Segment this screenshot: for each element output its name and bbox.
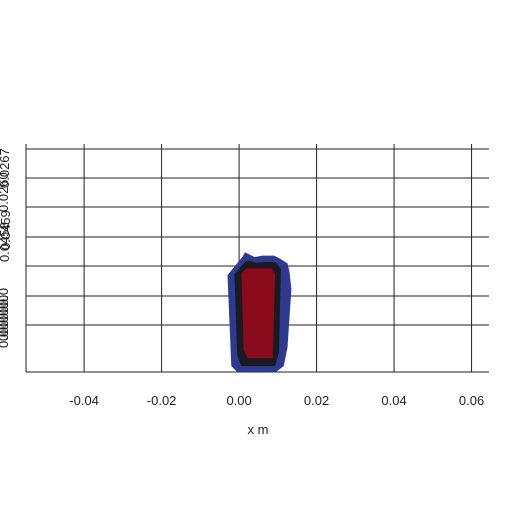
contour-region-inner: [241, 268, 276, 359]
y-tick-label: 0.0459: [0, 210, 13, 250]
y-tick-label: 0.0: [0, 323, 11, 341]
contour-regions: [227, 252, 292, 372]
y-tick-label: 0.0: [0, 316, 11, 334]
y-tick-label: 0.0458: [0, 222, 12, 262]
y-tick-labels: 0.00.00.00.00.00.00.00.04580.04590.02600…: [0, 148, 13, 348]
x-tick-label: -0.04: [69, 393, 99, 408]
y-tick-label: 0.0: [0, 330, 11, 348]
x-tick-labels: -0.04 -0.02 0.00 0.02 0.04 0.06: [69, 393, 484, 408]
y-tick-label: 0.0: [0, 302, 11, 320]
x-tick-label: 0.04: [381, 393, 406, 408]
x-tick-label: 0.00: [226, 393, 251, 408]
x-axis-label: x m: [248, 422, 269, 437]
y-tick-label: 0.0: [0, 295, 11, 313]
y-tick-label: 0.0260: [0, 172, 11, 212]
x-tick-label: -0.02: [147, 393, 177, 408]
y-tick-label: 0.0: [0, 309, 11, 327]
x-tick-label: 0.06: [459, 393, 484, 408]
x-tick-label: 0.02: [304, 393, 329, 408]
y-tick-label: 0.0: [0, 288, 11, 306]
y-tick-label: 0.0267: [0, 148, 12, 188]
